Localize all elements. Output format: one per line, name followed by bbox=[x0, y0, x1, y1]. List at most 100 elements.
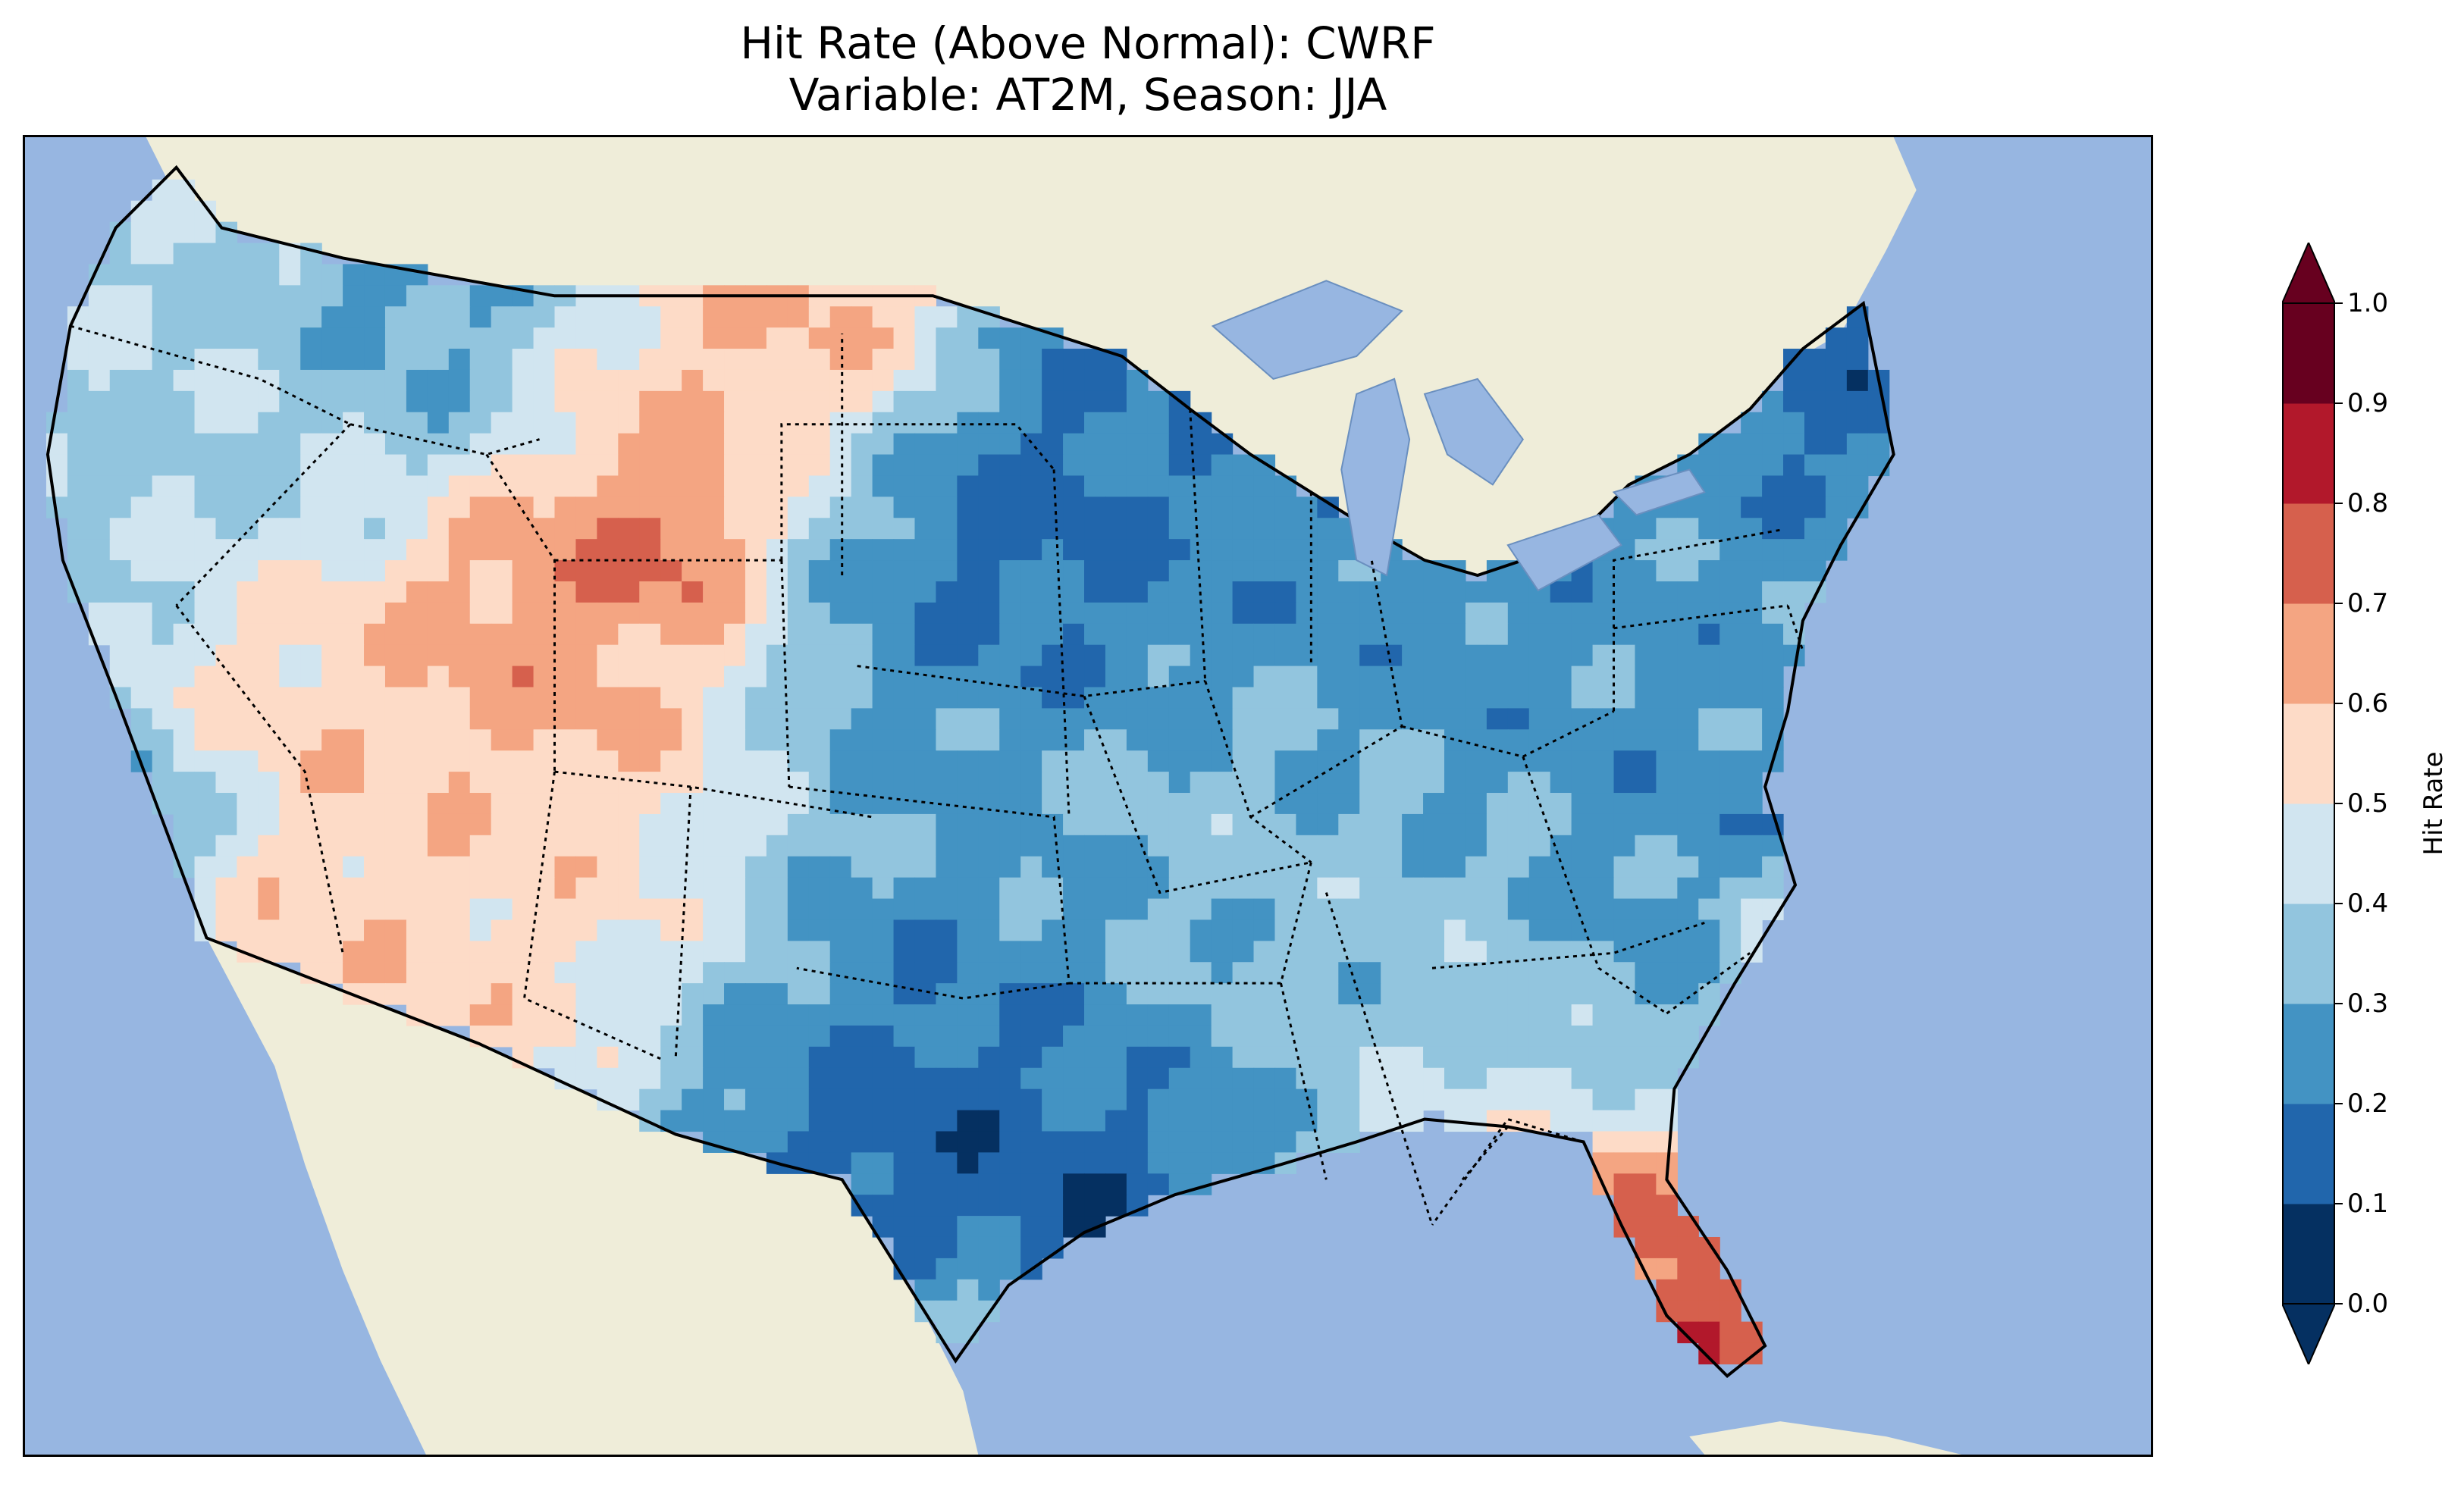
hit-rate-cell bbox=[999, 602, 1021, 625]
hit-rate-cell bbox=[851, 496, 873, 518]
hit-rate-cell bbox=[1486, 1088, 1509, 1111]
hit-rate-cell bbox=[893, 369, 916, 392]
hit-rate-cell bbox=[999, 475, 1021, 497]
hit-rate-cell bbox=[1402, 962, 1424, 984]
hit-rate-cell bbox=[957, 813, 979, 836]
hit-rate-cell bbox=[1020, 496, 1042, 518]
hit-rate-cell bbox=[829, 475, 852, 497]
hit-rate-cell bbox=[237, 433, 259, 456]
hit-rate-cell bbox=[1211, 856, 1234, 879]
hit-rate-cell bbox=[1232, 1152, 1255, 1174]
hit-rate-cell bbox=[1232, 1088, 1255, 1111]
hit-rate-cell bbox=[1042, 539, 1064, 561]
hit-rate-cell bbox=[1211, 1025, 1234, 1048]
hit-rate-cell bbox=[1741, 856, 1763, 879]
hit-rate-cell bbox=[1253, 729, 1276, 751]
hit-rate-cell bbox=[67, 496, 89, 518]
hit-rate-cell bbox=[1253, 602, 1276, 625]
hit-rate-cell bbox=[1147, 877, 1170, 900]
hit-rate-cell bbox=[512, 1004, 534, 1026]
hit-rate-cell bbox=[851, 1110, 873, 1132]
hit-rate-cell bbox=[1592, 919, 1615, 941]
hit-rate-cell bbox=[787, 877, 810, 900]
hit-rate-cell bbox=[639, 496, 661, 518]
hit-rate-cell bbox=[597, 835, 619, 857]
hit-rate-cell bbox=[1528, 644, 1551, 667]
hit-rate-cell bbox=[173, 560, 196, 582]
hit-rate-cell bbox=[766, 856, 788, 879]
hit-rate-cell bbox=[957, 856, 979, 879]
hit-rate-cell bbox=[1402, 835, 1424, 857]
hit-rate-cell bbox=[406, 412, 428, 434]
hit-rate-cell bbox=[766, 835, 788, 857]
hit-rate-cell bbox=[512, 644, 534, 667]
hit-rate-cell bbox=[639, 349, 661, 371]
hit-rate-cell bbox=[448, 877, 471, 900]
hit-rate-cell bbox=[1020, 433, 1042, 456]
hit-rate-cell bbox=[130, 264, 153, 286]
hit-rate-cell bbox=[766, 475, 788, 497]
hit-rate-cell bbox=[914, 962, 937, 984]
hit-rate-cell bbox=[1804, 390, 1826, 413]
hit-rate-cell bbox=[1274, 666, 1297, 688]
hit-rate-cell bbox=[384, 750, 407, 772]
hit-rate-cell bbox=[978, 560, 1000, 582]
hit-rate-cell bbox=[1762, 666, 1784, 688]
hit-rate-cell bbox=[1677, 772, 1699, 794]
hit-rate-cell bbox=[1020, 349, 1042, 371]
map-canvas bbox=[25, 137, 2151, 1455]
hit-rate-cell bbox=[1084, 454, 1106, 477]
hit-rate-cell bbox=[1719, 941, 1741, 963]
hit-rate-cell bbox=[893, 962, 916, 984]
hit-rate-cell bbox=[1719, 898, 1741, 921]
hit-rate-cell bbox=[1571, 1046, 1594, 1069]
hit-rate-cell bbox=[1741, 539, 1763, 561]
hit-rate-cell bbox=[321, 285, 343, 307]
hit-rate-cell bbox=[1528, 708, 1551, 730]
hit-rate-cell bbox=[1147, 983, 1170, 1005]
hit-rate-cell bbox=[279, 666, 301, 688]
hit-rate-cell bbox=[1190, 835, 1212, 857]
hit-rate-cell bbox=[1190, 666, 1212, 688]
hit-rate-cell bbox=[1698, 539, 1720, 561]
hit-rate-cell bbox=[1020, 919, 1042, 941]
hit-rate-cell bbox=[491, 750, 513, 772]
hit-rate-cell bbox=[258, 369, 280, 392]
hit-rate-cell bbox=[554, 306, 577, 328]
hit-rate-cell bbox=[88, 349, 111, 371]
hit-rate-cell bbox=[639, 1004, 661, 1026]
hit-rate-cell bbox=[745, 962, 767, 984]
hit-rate-cell bbox=[427, 369, 450, 392]
hit-rate-cell bbox=[851, 369, 873, 392]
hit-rate-cell bbox=[364, 772, 386, 794]
hit-rate-cell bbox=[936, 560, 958, 582]
hit-rate-cell bbox=[1635, 1131, 1657, 1153]
hit-rate-cell bbox=[1656, 1216, 1678, 1238]
hit-rate-cell bbox=[618, 349, 640, 371]
hit-rate-cell bbox=[851, 877, 873, 900]
hit-rate-cell bbox=[808, 962, 831, 984]
hit-rate-cell bbox=[1656, 644, 1678, 667]
hit-rate-cell bbox=[279, 349, 301, 371]
hit-rate-cell bbox=[1211, 813, 1234, 836]
hit-rate-cell bbox=[1762, 496, 1784, 518]
hit-rate-cell bbox=[829, 877, 852, 900]
hit-rate-cell bbox=[173, 285, 196, 307]
hit-rate-cell bbox=[851, 327, 873, 349]
hit-rate-cell bbox=[957, 496, 979, 518]
hit-rate-cell bbox=[1571, 666, 1594, 688]
hit-rate-cell bbox=[597, 793, 619, 815]
hit-rate-cell bbox=[1253, 666, 1276, 688]
hit-rate-cell bbox=[808, 793, 831, 815]
hit-rate-cell bbox=[406, 454, 428, 477]
hit-rate-cell bbox=[1698, 772, 1720, 794]
hit-rate-cell bbox=[766, 539, 788, 561]
hit-rate-cell bbox=[300, 518, 322, 540]
hit-rate-cell bbox=[893, 349, 916, 371]
hit-rate-cell bbox=[724, 496, 746, 518]
hit-rate-cell bbox=[1381, 835, 1403, 857]
hit-rate-cell bbox=[406, 729, 428, 751]
hit-rate-cell bbox=[1317, 919, 1339, 941]
hit-rate-cell bbox=[237, 877, 259, 900]
hit-rate-cell bbox=[1571, 856, 1594, 879]
